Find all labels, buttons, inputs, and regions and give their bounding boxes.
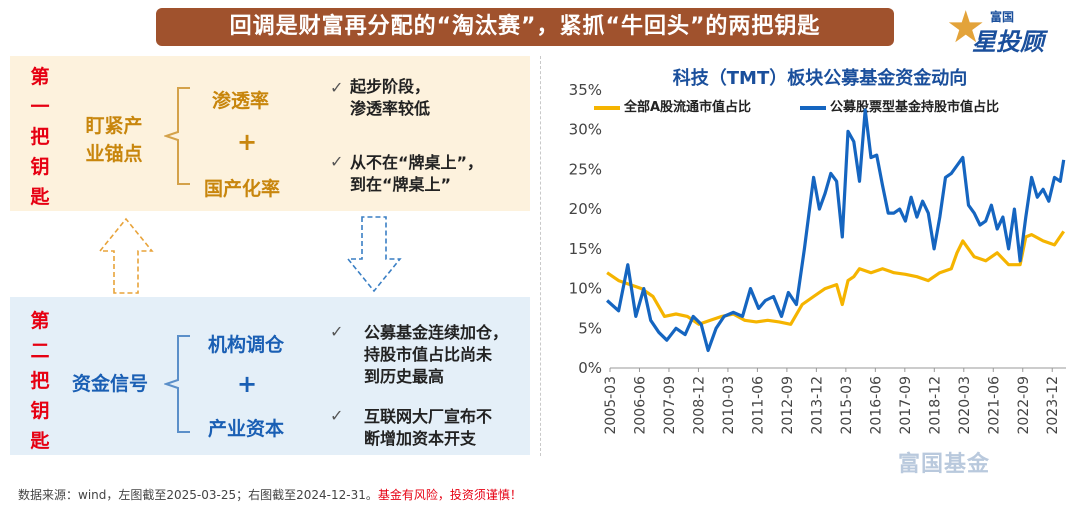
institution-rebalance-item: 机构调仓 bbox=[208, 334, 285, 356]
series-line-fund bbox=[606, 108, 1066, 353]
plus-sign: + bbox=[237, 370, 258, 398]
note-line: 渗透率较低 bbox=[350, 99, 431, 118]
y-tick-label: 35% bbox=[569, 81, 602, 99]
x-tick-label: 2010-03 bbox=[721, 376, 737, 435]
first-key-char: 把 bbox=[30, 126, 50, 148]
note-line: 互联网大厂宣布不 bbox=[364, 407, 493, 426]
x-tick-label: 2005-03 bbox=[603, 376, 619, 435]
series-line-a-share bbox=[606, 230, 1066, 326]
y-tick-label: 30% bbox=[569, 121, 602, 139]
anchor-line: 业锚点 bbox=[85, 143, 143, 165]
x-tick-label: 2016-06 bbox=[868, 376, 884, 435]
first-key-char: 一 bbox=[30, 96, 50, 118]
second-key-brace bbox=[164, 335, 190, 433]
logo: ★ 富国 星投顾 bbox=[946, 2, 1066, 57]
plus-sign: + bbox=[237, 128, 258, 156]
legend-swatch bbox=[800, 105, 826, 110]
source-text: 数据来源：wind，左图截至2025-03-25；右图截至2024-12-31。 bbox=[18, 488, 378, 502]
x-tick-label: 2018-12 bbox=[927, 376, 943, 435]
note-line: 公募基金连续加仓， bbox=[364, 323, 509, 342]
x-tick-label: 2012-09 bbox=[780, 376, 796, 435]
y-tick-label: 0% bbox=[578, 359, 602, 377]
second-key-char: 把 bbox=[30, 370, 50, 392]
legend-item-a-share: 全部A股流通市值占比 bbox=[594, 96, 751, 115]
second-key-char: 匙 bbox=[30, 430, 50, 452]
note-line: 从不在“牌桌上”， bbox=[350, 153, 484, 172]
penetration-note: 起步阶段， 渗透率较低 bbox=[350, 76, 430, 120]
y-tick-label: 15% bbox=[569, 240, 602, 258]
second-key-char: 钥 bbox=[30, 400, 50, 422]
x-tick-label: 2015-03 bbox=[839, 376, 855, 435]
capital-signal-label: 资金信号 bbox=[71, 373, 148, 395]
note-line: 起步阶段， bbox=[350, 77, 431, 96]
up-arrow-icon bbox=[98, 217, 154, 294]
x-tick-label: 2008-12 bbox=[691, 376, 707, 435]
check-icon: ✓ bbox=[330, 322, 344, 341]
fund-note: 公募基金连续加仓， 持股市值占比尚未 到历史最高 bbox=[364, 322, 508, 388]
anchor-line: 盯紧产 bbox=[85, 115, 143, 137]
logo-main-text: 星投顾 bbox=[972, 28, 1044, 56]
x-tick-label: 2007-09 bbox=[662, 376, 678, 435]
capex-note: 互联网大厂宣布不 断增加资本开支 bbox=[364, 406, 492, 450]
down-arrow-icon bbox=[346, 216, 402, 293]
logo-top-text: 富国 bbox=[990, 10, 1015, 24]
legend-item-fund: 公募股票型基金持股市值占比 bbox=[800, 96, 999, 115]
x-tick-label: 2022-09 bbox=[1016, 376, 1032, 435]
first-key-char: 钥 bbox=[30, 156, 50, 178]
industry-anchor-label: 盯紧产 业锚点 bbox=[64, 112, 164, 168]
industry-capital-item: 产业资本 bbox=[208, 418, 285, 440]
chart-title: 科技（TMT）板块公募基金资金动向 bbox=[672, 68, 968, 89]
localization-note: 从不在“牌桌上”， 到在“牌桌上” bbox=[350, 152, 483, 196]
second-key-panel bbox=[10, 297, 530, 455]
x-tick-label: 2023-12 bbox=[1045, 376, 1061, 435]
check-icon: ✓ bbox=[330, 78, 344, 97]
legend-label: 全部A股流通市值占比 bbox=[624, 100, 752, 115]
panel-divider bbox=[540, 56, 541, 456]
x-tick-label: 2011-06 bbox=[750, 376, 766, 435]
check-icon: ✓ bbox=[330, 152, 344, 171]
note-line: 到在“牌桌上” bbox=[350, 175, 452, 194]
first-key-label: 第 一 把 钥 匙 bbox=[28, 62, 52, 212]
page-title: 回调是财富再分配的“淘汰赛”，紧抓“牛回头”的两把钥匙 bbox=[156, 8, 894, 46]
x-tick-label: 2021-06 bbox=[986, 376, 1002, 435]
note-line: 到历史最高 bbox=[364, 367, 445, 386]
localization-rate-item: 国产化率 bbox=[204, 178, 281, 200]
risk-warning: 基金有风险，投资须谨慎！ bbox=[377, 488, 522, 502]
x-tick-label: 2017-09 bbox=[898, 376, 914, 435]
x-tick-label: 2006-06 bbox=[632, 376, 648, 435]
legend-swatch bbox=[594, 105, 620, 110]
y-tick-label: 25% bbox=[569, 160, 602, 178]
y-tick-label: 5% bbox=[578, 319, 602, 337]
check-icon: ✓ bbox=[330, 406, 344, 425]
second-key-char: 第 bbox=[30, 310, 50, 332]
source-note: 数据来源：wind，左图截至2025-03-25；右图截至2024-12-31。… bbox=[18, 486, 522, 503]
first-key-panel bbox=[10, 56, 530, 211]
brand-watermark: 富国基金 bbox=[898, 452, 991, 477]
note-line: 断增加资本开支 bbox=[364, 429, 477, 448]
second-key-label: 第 二 把 钥 匙 bbox=[28, 306, 52, 456]
first-key-char: 匙 bbox=[30, 186, 50, 208]
first-key-brace bbox=[164, 87, 190, 185]
legend-label: 公募股票型基金持股市值占比 bbox=[830, 100, 1000, 115]
y-tick-label: 10% bbox=[569, 280, 602, 298]
y-tick-label: 20% bbox=[569, 200, 602, 218]
x-tick-label: 2020-03 bbox=[957, 376, 973, 435]
star-icon: ★ bbox=[946, 2, 986, 53]
second-key-char: 二 bbox=[30, 340, 50, 362]
penetration-rate-item: 渗透率 bbox=[212, 90, 270, 112]
note-line: 持股市值占比尚未 bbox=[364, 345, 493, 364]
first-key-char: 第 bbox=[30, 66, 50, 88]
x-tick-label: 2013-12 bbox=[809, 376, 825, 435]
